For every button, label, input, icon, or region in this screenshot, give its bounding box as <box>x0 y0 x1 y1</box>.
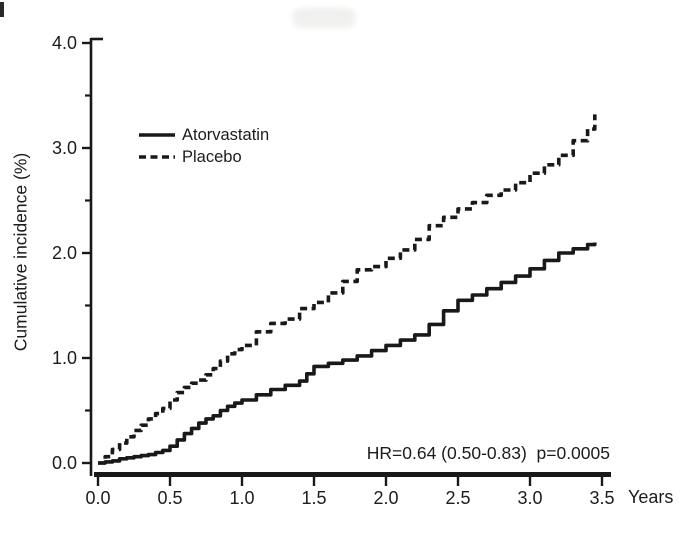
y-axis-title: Cumulative incidence (%) <box>10 152 31 352</box>
y-tick-label: 1.0 <box>52 348 77 368</box>
x-tick-label: 0.0 <box>85 488 110 508</box>
series-curve-placebo <box>98 114 597 465</box>
scan-edge-artifact <box>0 2 4 17</box>
x-tick-label: 3.5 <box>589 488 614 508</box>
x-axis-unit-label: Years <box>628 487 674 507</box>
x-tick-label: 2.5 <box>445 488 470 508</box>
x-tick-label: 0.5 <box>157 488 182 508</box>
legend-label-placebo: Placebo <box>182 147 242 166</box>
x-tick-label: 2.0 <box>373 488 398 508</box>
x-tick-label: 1.5 <box>301 488 326 508</box>
legend-item-atorvastatin: Atorvastatin <box>138 124 269 146</box>
legend-dashed-line-icon <box>139 155 175 159</box>
y-tick-label: 0.0 <box>52 453 77 473</box>
scan-smudge-artifact <box>292 8 356 28</box>
y-tick-label: 3.0 <box>52 138 77 158</box>
series-curve-atorvastatin <box>98 242 597 465</box>
x-tick-label: 3.0 <box>517 488 542 508</box>
y-tick-label: 2.0 <box>52 243 77 263</box>
legend-label-atorvastatin: Atorvastatin <box>182 125 270 144</box>
x-tick-label: 1.0 <box>229 488 254 508</box>
legend-solid-line-icon <box>139 133 175 137</box>
hazard-ratio-annotation: HR=0.64 (0.50-0.83) p=0.0005 <box>366 443 610 463</box>
y-tick-label: 4.0 <box>52 33 77 53</box>
legend-item-placebo: Placebo <box>138 146 269 168</box>
legend: Atorvastatin Placebo <box>138 124 269 168</box>
